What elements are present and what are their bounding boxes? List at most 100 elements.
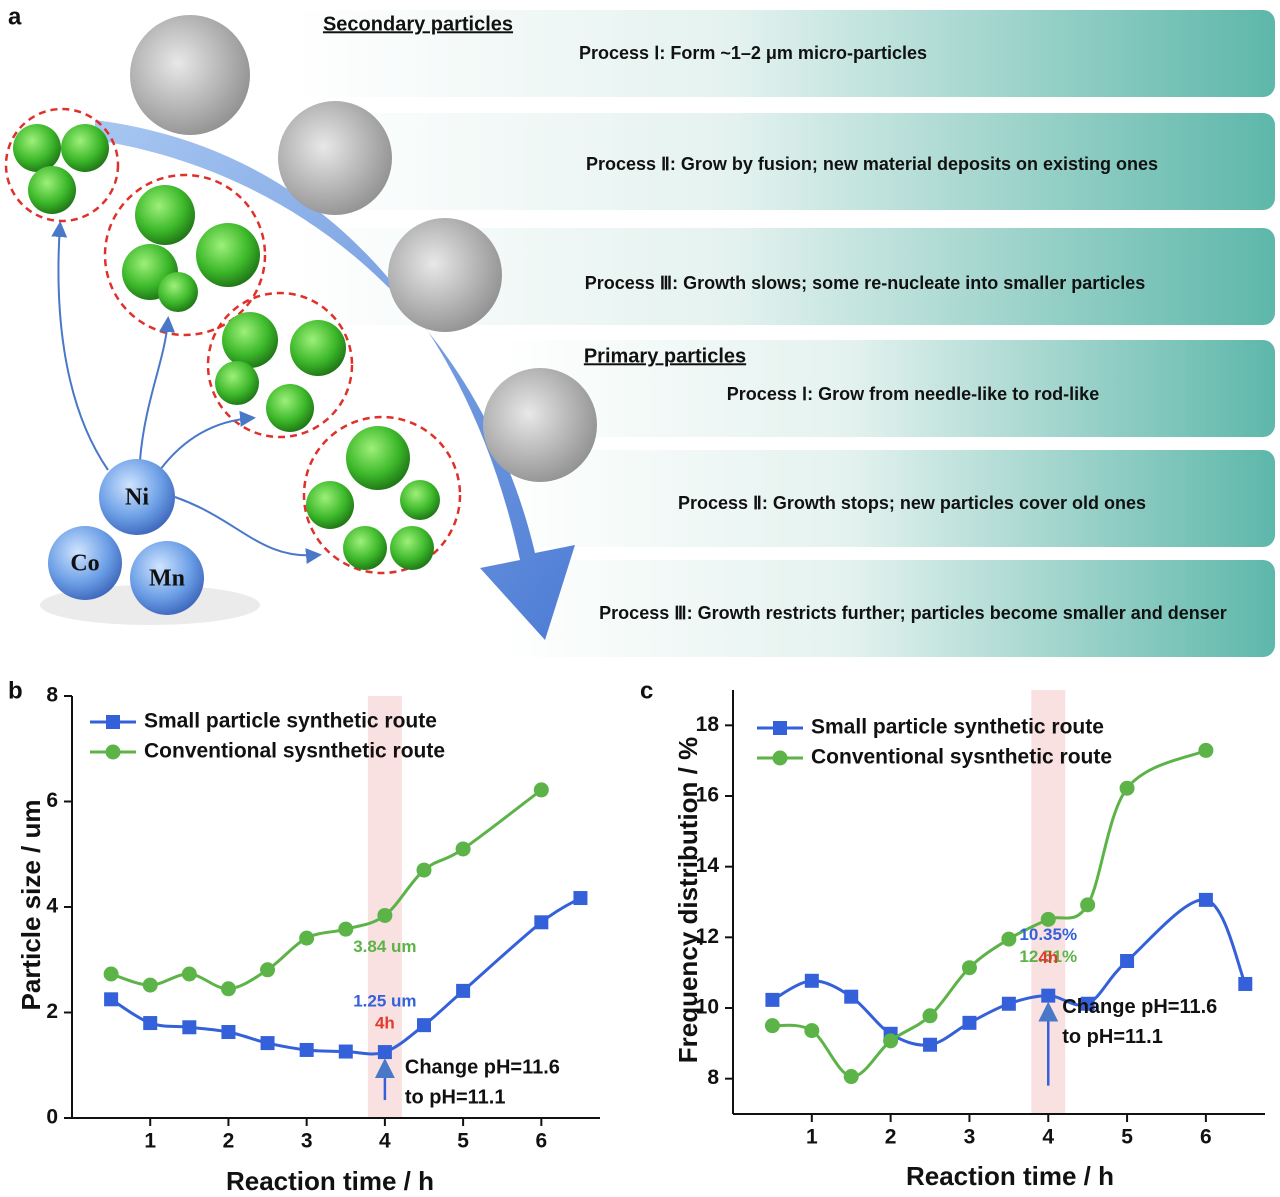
process-text: Process Ⅰ: Form ~1–2 μm micro-particles [579, 43, 927, 63]
banner [290, 113, 1275, 210]
marker [1198, 742, 1214, 758]
y-tick-label: 0 [46, 1106, 58, 1129]
marker [1120, 954, 1135, 969]
particle-groups [4, 107, 462, 575]
particle [400, 480, 440, 520]
y-tick-label: 10 [696, 996, 719, 1019]
legend-label: Conventional sysnthetic route [811, 746, 1112, 769]
group-outline [4, 107, 120, 223]
marker [533, 782, 549, 798]
x-tick-label: 5 [457, 1130, 469, 1153]
arrows [51, 221, 322, 564]
legend-label: Small particle synthetic route [144, 710, 437, 733]
marker [1238, 976, 1253, 991]
y-tick-label: 6 [46, 789, 58, 812]
particle [343, 526, 387, 570]
marker [299, 930, 315, 946]
marker [764, 1018, 780, 1034]
sphere [130, 541, 204, 615]
series-line [110, 788, 543, 991]
marker [260, 962, 276, 978]
arrow [51, 221, 109, 471]
marker [1001, 996, 1016, 1011]
panel-label: b [8, 677, 23, 704]
marker [416, 862, 432, 878]
marker [804, 973, 819, 988]
marker [182, 1020, 197, 1035]
x-tick-label: 2 [223, 1130, 235, 1153]
group-outline [302, 415, 462, 575]
banner [500, 450, 1275, 547]
y-tick-label: 2 [46, 1000, 58, 1023]
annotation: 10.35% [1019, 925, 1077, 944]
marker [883, 1033, 899, 1049]
particle [306, 481, 354, 529]
process-text: Process Ⅲ: Growth slows; some re-nucleat… [585, 273, 1146, 293]
series-line [771, 898, 1247, 1047]
marker [260, 1036, 275, 1051]
particle [28, 166, 76, 214]
y-tick-label: 18 [696, 713, 720, 736]
marker [1041, 988, 1056, 1003]
particle [158, 272, 198, 312]
annotation: 1.25 um [353, 992, 416, 1011]
section-title: Primary particles [584, 345, 746, 367]
marker [843, 1069, 859, 1085]
marker [1040, 911, 1056, 927]
marker [962, 1015, 977, 1030]
group-outline [103, 173, 267, 337]
element-label: Mn [149, 566, 185, 592]
marker [844, 989, 859, 1004]
marker [772, 750, 788, 766]
x-tick-label: 1 [806, 1126, 818, 1149]
marker [299, 1042, 314, 1057]
x-tick-label: 4 [1042, 1126, 1054, 1149]
marker [773, 721, 787, 735]
marker [1198, 892, 1213, 907]
big-arrow [95, 120, 575, 640]
sem-image [278, 101, 392, 215]
series-line [772, 749, 1207, 1079]
marker [455, 841, 471, 857]
marker [804, 1023, 820, 1039]
marker [142, 977, 158, 993]
y-axis-label: Particle size / um [16, 800, 46, 1011]
process-text: Process Ⅱ: Grow by fusion; new material … [586, 154, 1158, 174]
particle [61, 124, 109, 172]
y-axis-label: Frequency distribution / % [673, 737, 703, 1063]
arrow [139, 316, 176, 461]
x-tick-label: 3 [301, 1130, 313, 1153]
marker [221, 1025, 236, 1040]
marker [181, 966, 197, 982]
banner [500, 560, 1275, 657]
marker [961, 960, 977, 976]
sem-image [483, 368, 597, 482]
marker [105, 744, 121, 760]
marker [1119, 780, 1135, 796]
marker [377, 907, 393, 923]
element-label: Ni [125, 485, 149, 511]
particle [390, 526, 434, 570]
particle [13, 124, 61, 172]
process-text: Process Ⅰ: Grow from needle-like to rod-… [727, 384, 1099, 404]
marker [103, 966, 119, 982]
particles [13, 124, 440, 570]
panel-a: Ni Co Mn a Secondary particles Primary p… [4, 3, 1275, 657]
annotation: 4h [375, 1014, 395, 1033]
panel-label: a [8, 3, 22, 30]
particle [222, 312, 278, 368]
marker [1080, 996, 1095, 1011]
marker [922, 1008, 938, 1024]
annotation: to pH=11.1 [1062, 1026, 1163, 1048]
x-axis-label: Reaction time / h [226, 1166, 434, 1196]
marker [765, 992, 780, 1007]
marker [338, 921, 354, 937]
x-tick-label: 6 [1200, 1126, 1212, 1149]
particle [290, 320, 346, 376]
marker [338, 1044, 353, 1059]
x-tick-label: 1 [144, 1130, 156, 1153]
annotation: to pH=11.1 [405, 1086, 506, 1108]
marker [456, 983, 471, 998]
y-tick-label: 4 [46, 895, 58, 918]
